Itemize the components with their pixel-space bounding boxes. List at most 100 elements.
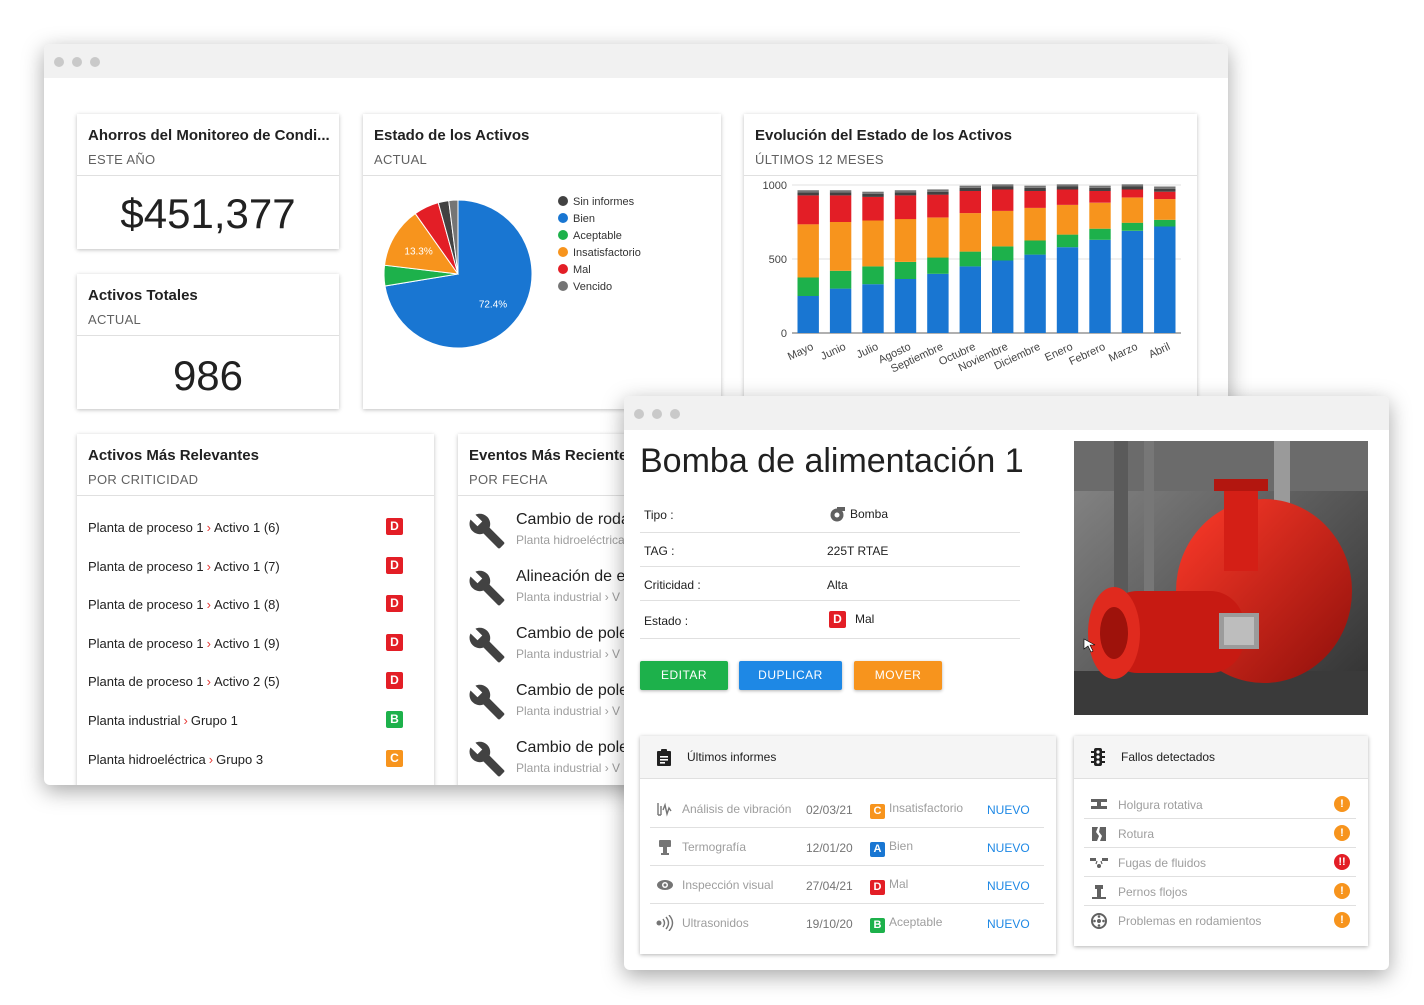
legend-swatch xyxy=(558,264,568,274)
bar-segment xyxy=(829,190,852,193)
fault-row[interactable]: Pernos flojos! xyxy=(1074,878,1368,906)
new-tag[interactable]: NUEVO xyxy=(987,803,1030,817)
fault-row[interactable]: Rotura! xyxy=(1074,820,1368,848)
window-dot xyxy=(634,409,644,419)
savings-value: $451,377 xyxy=(120,190,296,237)
report-name: Inspección visual xyxy=(682,878,774,892)
bar-segment xyxy=(894,195,917,220)
bar-segment xyxy=(797,195,819,225)
duplicate-button[interactable]: DUPLICAR xyxy=(739,661,842,690)
bar-segment xyxy=(1089,202,1111,229)
fault-name: Holgura rotativa xyxy=(1118,798,1203,812)
bar-segment xyxy=(894,192,917,196)
bar-segment xyxy=(894,219,917,262)
evolution-card[interactable]: Evolución del Estado de los Activos ÚLTI… xyxy=(744,114,1197,409)
bar-segment xyxy=(927,191,949,195)
bar-segment xyxy=(1056,184,1079,187)
move-button[interactable]: MOVER xyxy=(854,661,942,690)
fault-row[interactable]: Problemas en rodamientos! xyxy=(1074,907,1368,935)
asset-parent: Planta de proceso 1 xyxy=(88,674,204,690)
warning-icon: ! xyxy=(1334,912,1350,928)
relevant-assets-card[interactable]: Activos Más Relevantes POR CRITICIDAD Pl… xyxy=(77,434,434,785)
bar-segment xyxy=(797,296,819,333)
ultrasound-icon xyxy=(656,915,674,931)
event-title[interactable]: Cambio de poleas xyxy=(516,682,645,699)
bar-segment xyxy=(1154,186,1176,189)
event-title[interactable]: Cambio de poleas xyxy=(516,739,645,756)
bar-segment xyxy=(1056,247,1079,333)
card-subtitle: ÚLTIMOS 12 MESES xyxy=(755,152,884,167)
bar-segment xyxy=(1121,189,1144,198)
card-title: Estado de los Activos xyxy=(374,127,530,144)
report-row[interactable]: Ultrasonidos 19/10/20 B Aceptable NUEVO xyxy=(640,905,1056,942)
new-tag[interactable]: NUEVO xyxy=(987,879,1030,893)
pie-slice xyxy=(448,199,459,275)
legend-swatch xyxy=(558,230,568,240)
pump-icon xyxy=(830,507,845,522)
window-dot xyxy=(90,57,100,67)
asset-title: Bomba de alimentación 1 xyxy=(640,442,1024,480)
report-row[interactable]: Análisis de vibración 02/03/21 C Insatisfac… xyxy=(640,791,1056,828)
window-titlebar xyxy=(44,44,1228,78)
bar-segment xyxy=(1121,230,1144,333)
report-date: 19/10/20 xyxy=(806,917,853,931)
relevant-asset-row[interactable]: Planta de proceso 1 › Activo 1 (7) xyxy=(88,559,280,574)
panel-header: Últimos informes xyxy=(640,736,1056,779)
status-text: Aceptable xyxy=(889,915,943,929)
report-row[interactable]: Termografía 12/01/20 A Bien NUEVO xyxy=(640,829,1056,866)
total-assets-card[interactable]: Activos Totales ACTUAL 986 xyxy=(77,274,339,409)
new-tag[interactable]: NUEVO xyxy=(987,917,1030,931)
relevant-asset-row[interactable]: Planta hidroeléctrica › Grupo 3 xyxy=(88,752,263,767)
criticality-badge: B xyxy=(386,711,403,728)
fault-row[interactable]: Fugas de fluidos!! xyxy=(1074,849,1368,877)
asset-status-card[interactable]: Estado de los Activos ACTUAL 72.4% 13.3% … xyxy=(363,114,721,409)
bar-segment xyxy=(1089,239,1111,333)
warning-icon: ! xyxy=(1334,796,1350,812)
criticality-badge: C xyxy=(386,749,403,767)
field-value: Mal xyxy=(855,612,875,626)
report-row[interactable]: Inspección visual 27/04/21 D Mal NUEVO xyxy=(640,867,1056,904)
relevant-asset-row[interactable]: Planta de proceso 1 › Activo 1 (6) xyxy=(88,520,280,535)
event-title[interactable]: Alineación de ejes xyxy=(516,568,646,585)
window-dot xyxy=(72,57,82,67)
x-tick-label: Febrero xyxy=(1067,341,1107,368)
bar-segment xyxy=(1056,234,1079,248)
asset-name: Activo 1 (6) xyxy=(213,520,280,535)
relevant-asset-row[interactable]: Planta de proceso 1 › Activo 2 (5) xyxy=(88,674,280,689)
bar-segment xyxy=(959,266,981,333)
divider xyxy=(744,175,1197,176)
legend-item: Sin informes xyxy=(558,196,634,208)
event-title[interactable]: Cambio de poleas xyxy=(516,625,645,642)
relevant-asset-row[interactable]: Planta de proceso 1 › Activo 1 (9) xyxy=(88,636,280,651)
relevant-asset-row[interactable]: Planta de proceso 1 › Activo 1 (8) xyxy=(88,597,280,612)
bar-segment xyxy=(894,190,917,193)
divider xyxy=(650,865,1044,866)
bar-segment xyxy=(797,192,819,196)
relevant-asset-row[interactable]: Planta industrial › Grupo 1 xyxy=(88,713,238,728)
wrench-shape xyxy=(469,570,505,606)
divider xyxy=(1084,876,1356,877)
status-badge: D xyxy=(870,880,885,895)
y-tick-label: 1000 xyxy=(763,180,787,192)
asset-photo[interactable] xyxy=(1074,441,1368,715)
asset-parent: Planta de proceso 1 xyxy=(88,597,204,613)
fault-name: Rotura xyxy=(1118,827,1155,841)
bar-segment xyxy=(1154,219,1176,227)
bar-segment xyxy=(797,277,819,296)
new-tag[interactable]: NUEVO xyxy=(987,841,1030,855)
wrench-shape xyxy=(469,513,505,549)
bar-segment xyxy=(1089,228,1111,240)
fault-row[interactable]: Holgura rotativa! xyxy=(1074,791,1368,819)
bar-segment xyxy=(1056,186,1079,190)
asset-parent: Planta de proceso 1 xyxy=(88,520,204,535)
bar-segment xyxy=(927,273,949,333)
criticality-badge: D xyxy=(386,595,403,613)
bar-segment xyxy=(927,189,949,192)
event-title[interactable]: Cambio de rodamientos xyxy=(516,511,658,528)
asset-name: Grupo 3 xyxy=(216,751,264,767)
event-location: Planta hidroeléctrica xyxy=(516,533,625,547)
divider xyxy=(1084,847,1356,848)
field-label: Tipo : xyxy=(644,508,674,522)
savings-card[interactable]: Ahorros del Monitoreo de Condi... ESTE A… xyxy=(77,114,339,249)
edit-button[interactable]: EDITAR xyxy=(640,661,728,690)
